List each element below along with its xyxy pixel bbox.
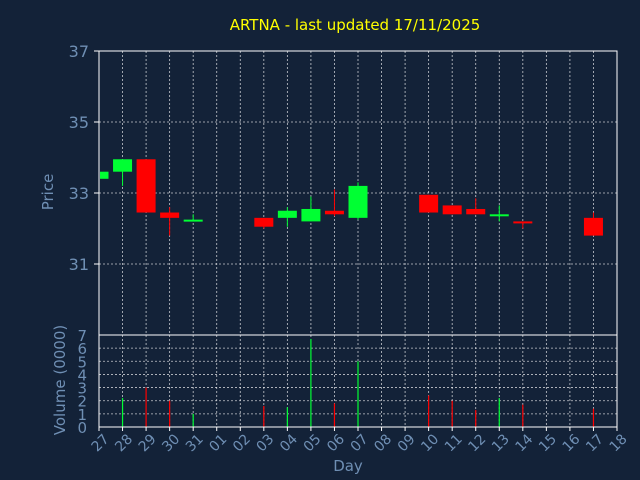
candles (98, 159, 603, 236)
day-tick-label: 05 (301, 431, 325, 455)
price-grid (99, 50, 617, 335)
day-tick-label: 15 (536, 431, 560, 455)
day-ticks: 27 28 29 30 31 01 02 03 04 05 06 07 08 09 10 11 12 13 14 15… (89, 427, 631, 455)
candle-body (348, 185, 368, 218)
volume-tick-label: 4 (77, 366, 87, 384)
day-tick-label: 08 (371, 431, 395, 455)
volume-tick-label: 3 (77, 380, 87, 398)
volume-axis-label: Volume (0000) (51, 325, 69, 435)
day-tick-label: 14 (513, 431, 537, 455)
volume-tick-label: 5 (77, 353, 87, 371)
day-tick-label: 02 (230, 431, 254, 455)
candle-body (419, 194, 439, 213)
day-tick-label: 29 (136, 431, 160, 455)
day-tick-label: 28 (112, 431, 136, 455)
day-tick-label: 06 (324, 431, 348, 455)
day-tick-label: 16 (560, 431, 584, 455)
day-tick-label: 12 (465, 431, 489, 455)
candle-body (324, 210, 344, 215)
candle-body (489, 214, 509, 217)
candle-body (277, 210, 297, 218)
candle-body (513, 221, 533, 224)
volume-tick-label: 2 (77, 393, 87, 411)
chart-title: ARTNA - last updated 17/11/2025 (230, 16, 481, 34)
price-tick-label: 35 (69, 113, 89, 132)
candle-body (113, 159, 133, 172)
price-ticks: 31 33 35 37 (69, 42, 99, 274)
day-tick-label: 17 (583, 431, 607, 455)
volume-tick-label: 6 (77, 340, 87, 358)
day-tick-label: 11 (442, 431, 466, 455)
price-tick-label: 37 (69, 42, 89, 61)
day-tick-label: 30 (159, 431, 183, 455)
volume-tick-label: 1 (77, 406, 87, 424)
day-tick-label: 07 (348, 431, 372, 455)
candle-body (160, 212, 180, 218)
volume-tick-label: 7 (77, 327, 87, 345)
day-tick-label: 13 (489, 431, 513, 455)
volume-tick-label: 0 (77, 419, 87, 437)
day-tick-label: 09 (395, 431, 419, 455)
price-tick-label: 31 (69, 255, 89, 274)
day-tick-label: 01 (206, 431, 230, 455)
price-tick-label: 33 (69, 184, 89, 203)
candle-body (183, 219, 203, 222)
volume-bars (121, 338, 595, 427)
candle-body (100, 171, 109, 179)
candle-body (442, 205, 462, 215)
day-tick-label: 10 (418, 431, 442, 455)
day-tick-label: 18 (607, 431, 631, 455)
day-tick-label: 27 (89, 431, 113, 455)
candle-body (136, 159, 156, 213)
day-tick-label: 04 (277, 431, 301, 455)
price-axis-label: Price (39, 174, 57, 211)
candle-body (466, 208, 486, 215)
day-tick-label: 31 (183, 431, 207, 455)
candle-body (254, 217, 274, 227)
candle-body (583, 217, 603, 236)
candle-body (301, 208, 321, 222)
x-axis-label: Day (333, 457, 363, 475)
day-tick-label: 03 (254, 431, 278, 455)
